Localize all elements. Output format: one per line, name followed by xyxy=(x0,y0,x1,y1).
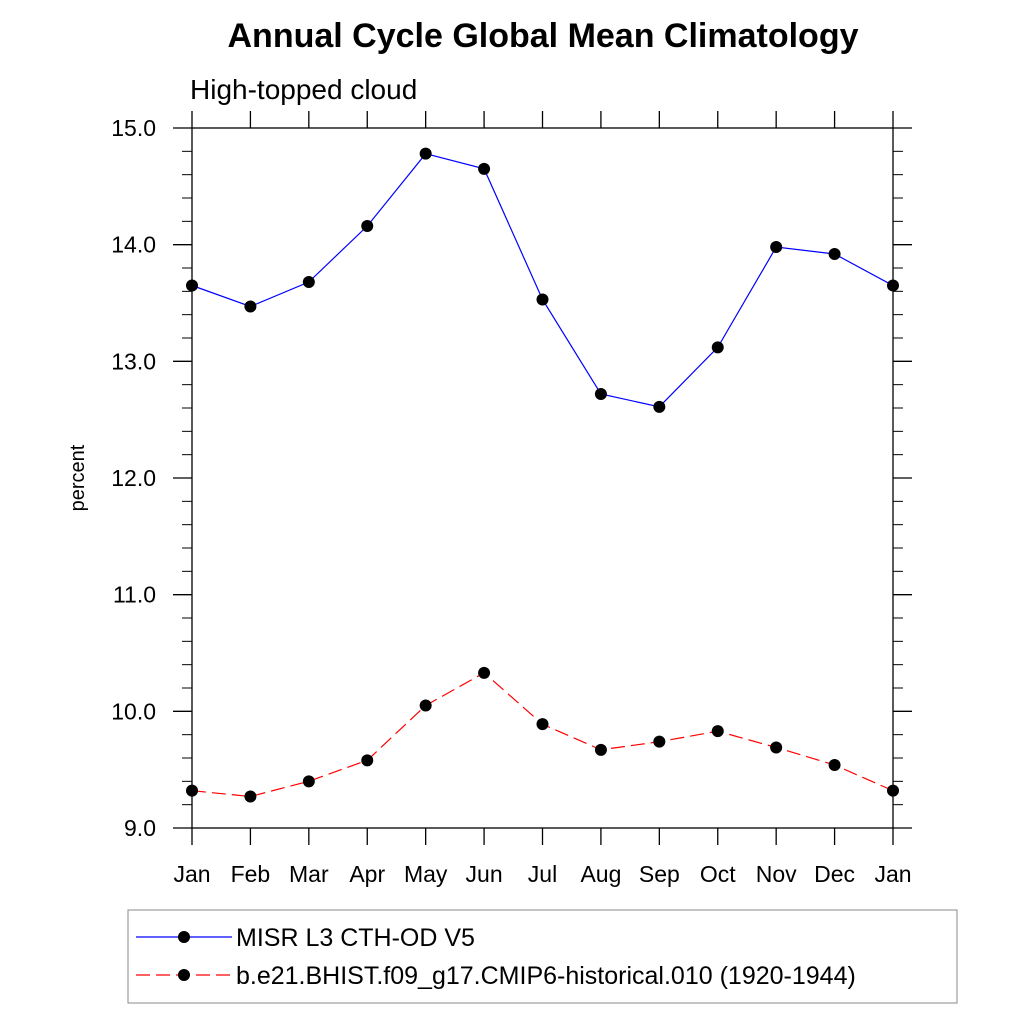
series-1-point xyxy=(419,147,432,160)
series-1-point xyxy=(828,248,841,260)
series-1-point xyxy=(478,162,491,175)
y-tick-label: 15.0 xyxy=(111,115,156,141)
x-tick-label: Aug xyxy=(580,861,621,887)
series-2-point xyxy=(887,784,899,797)
series-1-point xyxy=(653,400,666,413)
series-2-point xyxy=(186,784,198,797)
y-tick-label: 12.0 xyxy=(111,465,156,491)
series-2-point xyxy=(828,759,841,771)
y-axis-label: percent xyxy=(67,444,89,511)
series-1-point xyxy=(244,300,257,313)
series-2-point xyxy=(770,741,783,754)
y-tick-label: 11.0 xyxy=(113,582,156,608)
x-tick-label: Apr xyxy=(349,861,385,887)
series-2-point xyxy=(478,666,491,679)
x-tick-label: Mar xyxy=(289,861,329,887)
legend-label-1: MISR L3 CTH-OD V5 xyxy=(236,924,475,952)
series-layer xyxy=(186,147,899,803)
series-1-point xyxy=(302,276,315,288)
series-1-point xyxy=(594,388,607,400)
series-1-point xyxy=(887,279,899,292)
series-2-point xyxy=(653,735,666,748)
legend-swatch-marker-1 xyxy=(178,931,190,943)
y-tick-label: 13.0 xyxy=(111,348,156,374)
x-tick-labels: Jan Feb Mar Apr May Jun Jul Aug Sep Oct Nov Dec Jan xyxy=(173,861,911,887)
y-tick-label: 10.0 xyxy=(111,698,156,724)
legend-swatch-marker-2 xyxy=(178,969,190,981)
y-tick-label: 14.0 xyxy=(111,232,156,258)
legend: MISR L3 CTH-OD V5 b.e21.BHIST.f09_g17.CMI… xyxy=(127,909,958,1004)
series-line-1 xyxy=(191,153,894,408)
series-1-point xyxy=(536,293,549,306)
series-1-point xyxy=(770,241,783,253)
x-tick-label: May xyxy=(404,861,448,887)
y-tick-label: 9.0 xyxy=(124,815,156,841)
chart-subtitle: High-topped cloud xyxy=(190,74,417,105)
y-tick-labels: 9.0 10.0 11.0 12.0 13.0 14.0 15.0 xyxy=(111,115,156,841)
legend-label-2: b.e21.BHIST.f09_g17.CMIP6-historical.010… xyxy=(236,962,856,990)
series-2-point xyxy=(711,725,724,738)
series-2-point xyxy=(361,754,374,767)
x-tick-label: Jan xyxy=(173,861,210,887)
series-1-point xyxy=(711,341,724,354)
series-2-point xyxy=(302,775,315,788)
x-tick-label: Jan xyxy=(874,861,911,887)
series-1-point xyxy=(186,279,198,292)
x-tick-label: Dec xyxy=(814,861,855,887)
x-tick-label: Nov xyxy=(756,861,797,887)
series-2-point xyxy=(244,790,257,803)
series-1-point xyxy=(361,220,374,232)
chart-title: Annual Cycle Global Mean Climatology xyxy=(228,17,859,55)
x-tick-label: Sep xyxy=(639,861,680,887)
x-tick-label: Jul xyxy=(528,861,557,887)
x-tick-label: Oct xyxy=(700,861,736,887)
axis-ticks xyxy=(173,111,912,845)
series-2-point xyxy=(594,743,607,756)
series-2-point xyxy=(419,699,432,712)
legend-box xyxy=(127,909,958,1004)
series-2-point xyxy=(536,718,549,731)
x-tick-label: Jun xyxy=(466,861,503,887)
x-tick-label: Feb xyxy=(231,861,271,887)
series-line-2 xyxy=(191,672,894,798)
